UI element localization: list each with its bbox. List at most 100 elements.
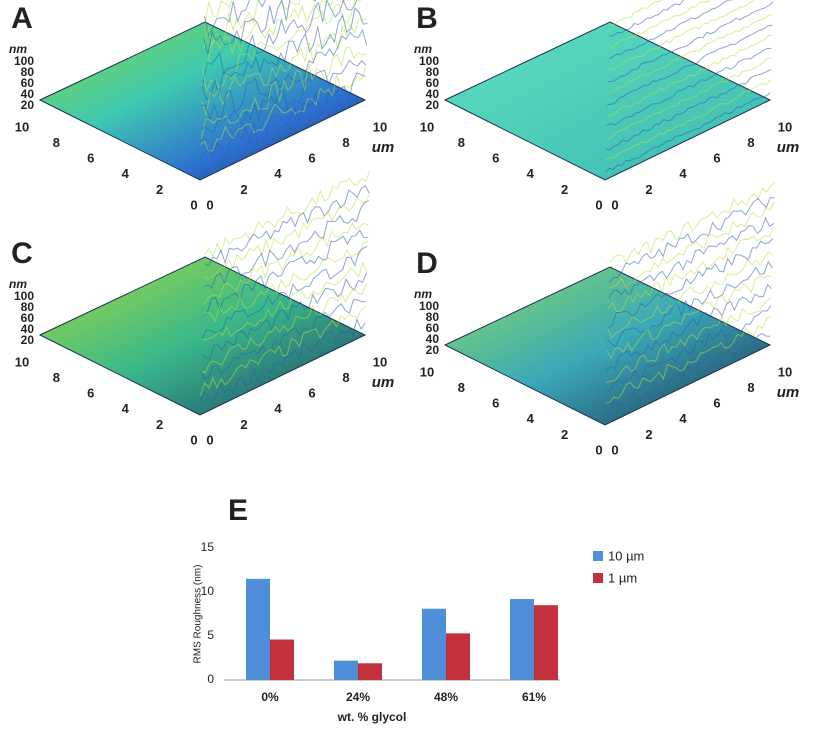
x-tick-label: 4 [679,411,687,426]
y-tick-label: 10 [15,119,29,134]
x-axis-label: um [372,374,395,391]
surface-texture [609,0,711,49]
surface-texture [203,200,370,289]
surface-texture [605,332,771,418]
surface-texture [201,6,368,101]
y-tick-label: 2 [561,427,568,442]
surface-texture [199,317,366,404]
x-tick-label: 24% [346,690,370,704]
z-tick-label: 40 [21,87,35,101]
z-tick-label: 100 [419,299,439,313]
x-tick-label: 4 [679,166,687,181]
x-axis-label: um [777,139,800,156]
surface-texture [604,92,771,173]
surface-texture [606,34,773,117]
y-tick-label: 4 [527,166,535,181]
z-tick-label: 60 [426,321,440,335]
surface-texture [608,1,774,82]
legend-label: 1 µm [608,570,637,585]
bar [270,639,294,680]
z-tick-label: 40 [426,87,440,101]
surface-texture [608,201,775,289]
x-tick-label: 48% [434,690,458,704]
y-tick-label: 2 [561,182,568,197]
z-tick-label: 80 [21,300,35,314]
surface-texture [609,181,776,265]
surface-texture [204,185,370,267]
z-tick-label: 20 [21,333,35,347]
surface-texture [203,0,316,55]
surface-texture [202,0,362,94]
x-tick-label: 2 [645,182,652,197]
x-tick-label: 61% [522,690,546,704]
z-tick-label: 100 [14,54,34,68]
z-tick-label: 80 [426,65,440,79]
panel-label: D [416,247,438,280]
surface-texture [200,67,366,152]
x-tick-label: 4 [274,166,282,181]
surface-texture [201,272,368,361]
bar [334,660,358,680]
x-tick-label: 6 [713,396,720,411]
surface-texture [607,238,774,329]
surface-texture [203,194,370,280]
z-tick-label: 40 [21,322,35,336]
surface-texture [203,0,301,48]
y-tick-label: 6 [87,151,94,166]
z-tick-label: 20 [21,98,35,112]
z-tick-label: 100 [14,289,34,303]
x-axis-label: um [372,139,395,156]
x-tick-label: 2 [240,182,247,197]
y-tick-label: 10 [420,364,434,379]
x-tick-label: 6 [713,151,720,166]
surface-texture [605,305,772,394]
y-tick-label: 10 [201,584,215,598]
x-axis-label: wt. % glycol [337,710,407,724]
z-tick-label: 40 [426,332,440,346]
y-tick-label: 2 [156,417,163,432]
y-tick-label: 0 [595,197,602,212]
x-tick-label: 0 [206,197,213,212]
x-tick-label: 0 [611,197,618,212]
z-tick-label: 100 [419,54,439,68]
y-tick-label: 6 [492,151,499,166]
surface-texture [201,245,368,340]
x-tick-label: 0 [611,442,618,457]
surface-texture [202,229,369,317]
x-tick-label: 0 [206,432,213,447]
y-tick-label: 0 [190,432,197,447]
surface-texture [607,14,773,94]
y-tick-label: 0 [595,442,602,457]
y-tick-label: 0 [190,197,197,212]
bar [510,599,534,680]
y-tick-label: 2 [156,182,163,197]
y-tick-label: 0 [207,672,214,686]
x-tick-label: 6 [308,151,315,166]
y-axis-label: RMS Roughness (nm) [193,565,204,664]
y-tick-label: 4 [527,411,535,426]
surface-texture [606,57,772,141]
bar [422,608,446,680]
surface [443,266,772,426]
z-tick-label: 80 [21,65,35,79]
x-tick-label: 8 [342,135,349,150]
y-tick-label: 8 [458,380,465,395]
x-tick-label: 10 [778,364,792,379]
surface-texture [608,0,734,60]
legend-swatch [593,551,603,561]
z-axis-label: nm [414,287,432,301]
x-tick-label: 0% [261,690,279,704]
x-tick-label: 4 [274,401,282,416]
surface-texture [203,0,345,68]
y-tick-label: 6 [492,396,499,411]
x-axis-label: um [777,384,800,401]
surface-texture [609,196,775,284]
panel-label: B [416,2,438,35]
panel-label: C [11,237,33,270]
surface-texture [204,170,371,259]
bar [446,633,470,680]
z-tick-label: 60 [21,311,35,325]
y-tick-label: 15 [201,540,215,554]
surface-texture [609,0,663,26]
